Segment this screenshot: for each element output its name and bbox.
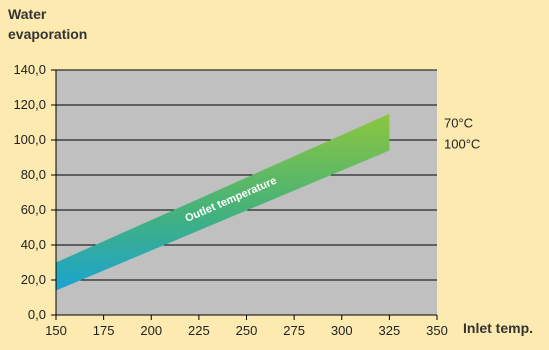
x-tick-label: 325	[379, 323, 401, 338]
y-tick-label: 60,0	[21, 202, 46, 217]
x-tick-label: 200	[140, 323, 162, 338]
y-axis-title: Water evaporation	[8, 4, 87, 44]
x-tick-labels: 150 175 200 225 250 275 300 325 350	[45, 323, 448, 338]
y-tick-label: 20,0	[21, 272, 46, 287]
axes	[55, 70, 437, 316]
x-tick-label: 175	[93, 323, 115, 338]
x-axis-title: Inlet temp.	[463, 320, 534, 336]
y-axis-title-line-1: Water	[8, 6, 47, 22]
x-tick-label: 225	[188, 323, 210, 338]
x-tick-label: 275	[283, 323, 305, 338]
y-tick-labels: 0,0 20,0 40,0 60,0 80,0 100,0 120,0 140,0	[13, 62, 46, 322]
outlet-temperature-band	[56, 113, 390, 291]
y-tick-label: 140,0	[13, 62, 46, 77]
y-tick-label: 40,0	[21, 237, 46, 252]
y-axis-title-line-2: evaporation	[8, 26, 88, 42]
x-tick-label: 350	[426, 323, 448, 338]
y-tick-label: 0,0	[28, 307, 46, 322]
x-tick-label: 250	[236, 323, 258, 338]
series-labels: 70°C 100°C	[444, 116, 480, 152]
y-tick-label: 120,0	[13, 97, 46, 112]
series-label-100c: 100°C	[444, 137, 480, 152]
y-tick-label: 80,0	[21, 167, 46, 182]
x-tick-label: 150	[45, 323, 67, 338]
x-tick-label: 300	[331, 323, 353, 338]
series-label-70c: 70°C	[444, 116, 473, 131]
y-tick-label: 100,0	[13, 132, 46, 147]
